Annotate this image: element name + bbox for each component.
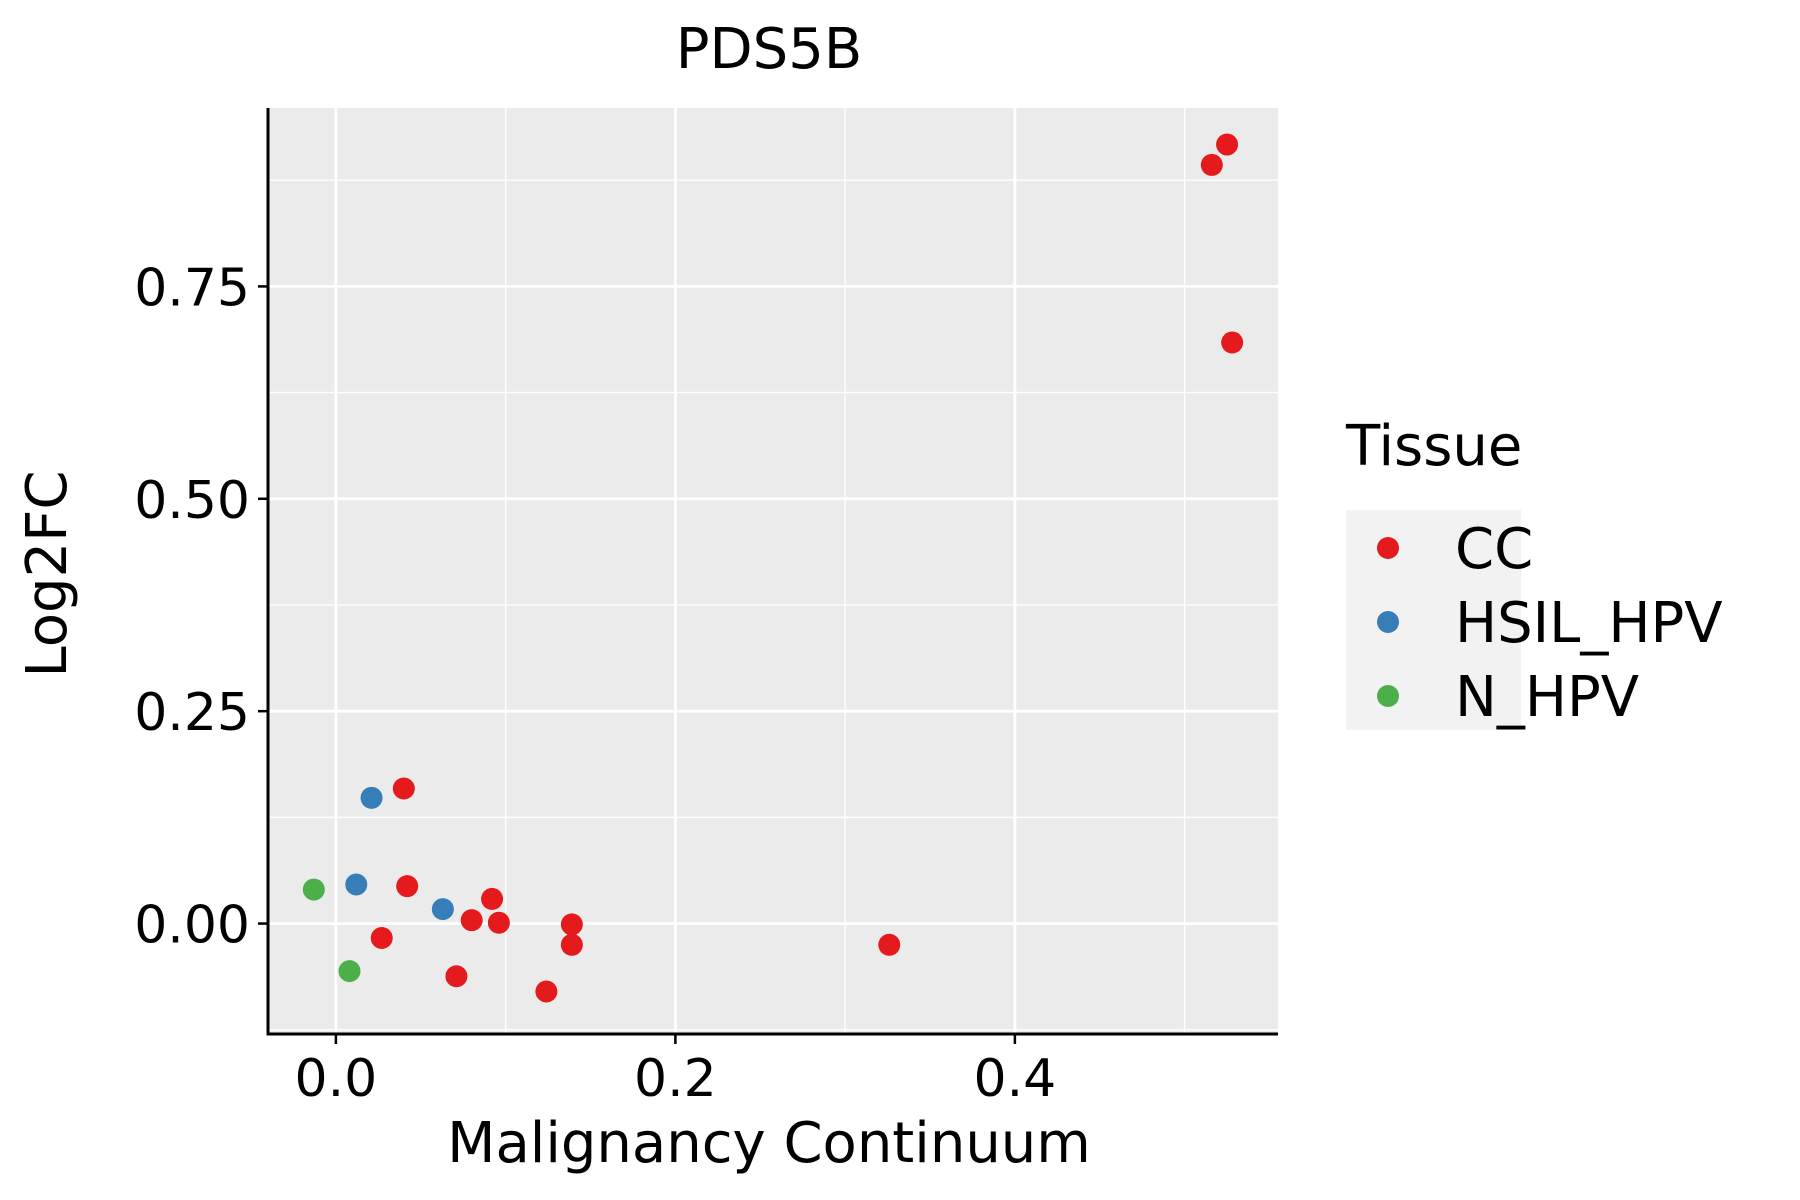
legend-key-background [1346, 510, 1521, 730]
x-tick-label: 0.0 [295, 1049, 378, 1109]
data-point-cc [460, 909, 483, 932]
data-point-cc [370, 927, 393, 950]
plot-panel [268, 108, 1278, 1034]
data-point-hsil-hpv [431, 898, 454, 921]
data-point-cc [392, 777, 415, 800]
data-points [302, 133, 1244, 1003]
legend-key-hsil-hpv [1377, 611, 1399, 633]
chart-title: PDS5B [676, 17, 862, 82]
y-tick-label: 0.00 [134, 896, 250, 956]
data-point-cc [1216, 133, 1239, 156]
data-point-hsil-hpv [360, 786, 383, 809]
data-point-n-hpv [302, 878, 325, 901]
y-tick-label: 0.50 [134, 471, 250, 531]
data-point-hsil-hpv [345, 873, 368, 896]
x-tick-label: 0.4 [974, 1049, 1057, 1109]
data-point-n-hpv [338, 960, 361, 983]
data-point-cc [1221, 331, 1244, 354]
axes [266, 108, 1278, 1036]
legend-entries: CC HSIL_HPV N_HPV [1377, 517, 1723, 730]
y-tick-label: 0.25 [134, 683, 250, 743]
data-point-cc [560, 913, 583, 936]
data-point-cc [560, 933, 583, 956]
tick-labels: 0.0 0.2 0.4 0.00 0.25 0.50 0.75 [134, 258, 1056, 1109]
data-point-cc [481, 887, 504, 910]
legend-label: CC [1455, 517, 1533, 582]
legend-key-cc [1377, 537, 1399, 559]
data-point-cc [396, 875, 419, 898]
data-point-cc [878, 933, 901, 956]
y-tick-label: 0.75 [134, 258, 250, 318]
legend-label: N_HPV [1455, 665, 1639, 730]
x-tick-label: 0.2 [634, 1049, 717, 1109]
data-point-cc [535, 980, 558, 1003]
y-axis-title: Log2FC [15, 471, 80, 678]
data-point-cc [487, 911, 510, 934]
grid-lines [268, 108, 1278, 1034]
legend-label: HSIL_HPV [1455, 591, 1723, 656]
x-axis-title: Malignancy Continuum [447, 1111, 1091, 1176]
legend-title: Tissue [1345, 414, 1522, 479]
data-point-cc [445, 965, 468, 988]
legend-key-n-hpv [1377, 685, 1399, 707]
data-point-cc [1200, 153, 1223, 176]
legend: Tissue CC HSIL_HPV N_HPV [1345, 414, 1723, 730]
